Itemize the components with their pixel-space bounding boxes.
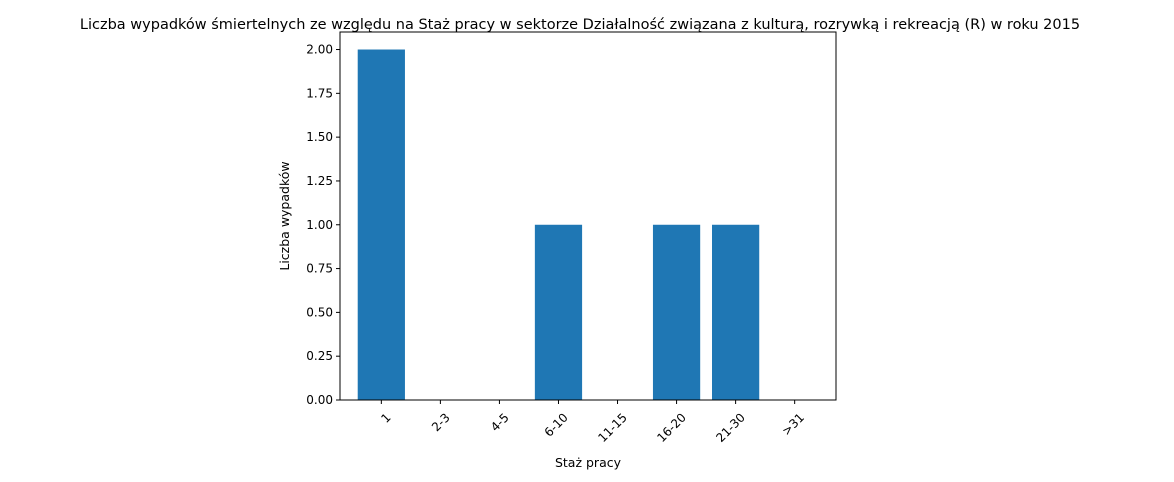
x-tick-label: 1 [378,410,393,425]
bar-16-20 [652,224,701,400]
y-tick-label: 0.25 [306,349,333,363]
y-tick-label: 0.75 [306,262,333,276]
chart-title: Liczba wypadków śmiertelnych ze względu … [80,17,1080,33]
x-tick-label: 2-3 [429,410,453,434]
plot-frame [339,31,837,401]
y-tick-label: 1.25 [306,174,333,188]
x-axis-ticks: 1 2-3 4-5 6-10 11-15 16-20 21-30 >31 [378,400,807,445]
y-tick-label: 0.00 [306,393,333,407]
y-tick-label: 0.50 [306,305,333,319]
y-axis-label: Liczba wypadków [277,161,292,270]
x-tick-label: 4-5 [488,410,512,434]
x-tick-label: 16-20 [654,410,689,445]
x-tick-label: 21-30 [713,410,748,445]
y-tick-label: 1.00 [306,218,333,232]
x-axis-label: Staż pracy [555,455,622,470]
x-tick-label: 6-10 [542,410,571,439]
y-tick-label: 1.75 [306,86,333,100]
bar-1 [357,49,405,401]
y-axis-ticks: 0.00 0.25 0.50 0.75 1.00 1.25 1.50 1.75 2.00 [306,43,340,407]
y-tick-label: 2.00 [306,43,333,57]
bars-layer [357,49,760,401]
x-tick-label: 11-15 [595,410,630,445]
y-tick-label: 1.50 [306,130,333,144]
x-tick-label: >31 [779,410,807,438]
bar-6-10 [534,224,583,400]
bar-21-30 [712,224,760,400]
